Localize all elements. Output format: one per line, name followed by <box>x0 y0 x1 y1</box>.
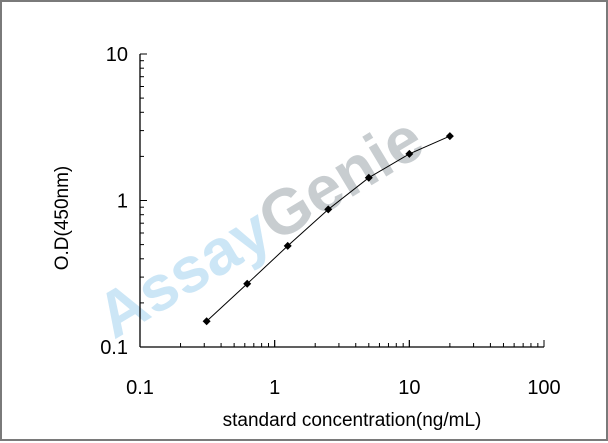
y-axis-label: O.D(450nm) <box>52 166 73 271</box>
watermark: AssayGenie <box>84 102 435 352</box>
x-tick-label: 100 <box>527 377 560 399</box>
data-point <box>405 149 414 158</box>
data-point <box>324 205 333 214</box>
y-tick-label: 0.1 <box>100 337 128 359</box>
watermark-part-1: Assay <box>84 193 283 352</box>
data-point <box>243 279 252 288</box>
x-axis-label: standard concentration(ng/mL) <box>223 410 482 431</box>
x-tick-label: 1 <box>269 377 280 399</box>
data-point <box>364 173 373 182</box>
x-tick-label: 10 <box>398 377 420 399</box>
x-tick-label: 0.1 <box>126 377 154 399</box>
data-point <box>283 241 292 250</box>
data-point <box>445 132 454 141</box>
watermark-part-2: Genie <box>246 102 436 255</box>
y-tick-label: 10 <box>106 44 128 66</box>
y-tick-label: 1 <box>117 191 128 213</box>
data-point <box>202 317 211 326</box>
